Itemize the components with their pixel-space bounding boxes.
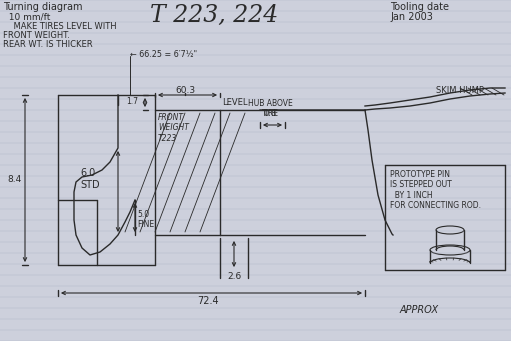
Text: APPROX: APPROX (400, 305, 439, 315)
Text: 60.3: 60.3 (175, 86, 195, 95)
Text: PROTOTYPE PIN
IS STEPPED OUT
  BY 1 INCH
FOR CONNECTING ROD.: PROTOTYPE PIN IS STEPPED OUT BY 1 INCH F… (390, 170, 481, 210)
Text: 1.7: 1.7 (126, 97, 138, 105)
Text: 5.0
FINE: 5.0 FINE (137, 210, 154, 229)
Text: Jan 2003: Jan 2003 (390, 12, 433, 22)
Text: 2.6: 2.6 (227, 272, 241, 281)
Text: T 223, 224: T 223, 224 (150, 4, 278, 27)
Text: 0.8: 0.8 (263, 109, 276, 118)
Text: FRONT
WEIGHT
T223: FRONT WEIGHT T223 (158, 113, 189, 143)
Text: MAKE TIRES LEVEL WITH: MAKE TIRES LEVEL WITH (3, 22, 117, 31)
Text: REAR WT. IS THICKER: REAR WT. IS THICKER (3, 40, 92, 49)
Text: SKIM HUMP: SKIM HUMP (436, 86, 484, 95)
Text: Turning diagram: Turning diagram (3, 2, 82, 12)
Text: ← 66.25 = 6′7½": ← 66.25 = 6′7½" (130, 50, 197, 59)
Text: 10 mm/ft: 10 mm/ft (3, 12, 51, 21)
Text: 6.0
STD: 6.0 STD (80, 168, 100, 190)
Text: Tooling date: Tooling date (390, 2, 449, 12)
Text: LEVEL: LEVEL (222, 98, 247, 107)
Text: FRONT WEIGHT.: FRONT WEIGHT. (3, 31, 70, 40)
Text: HUB ABOVE
TIRE: HUB ABOVE TIRE (248, 99, 292, 118)
Text: 72.4: 72.4 (197, 296, 219, 306)
Text: 8.4: 8.4 (7, 176, 21, 184)
